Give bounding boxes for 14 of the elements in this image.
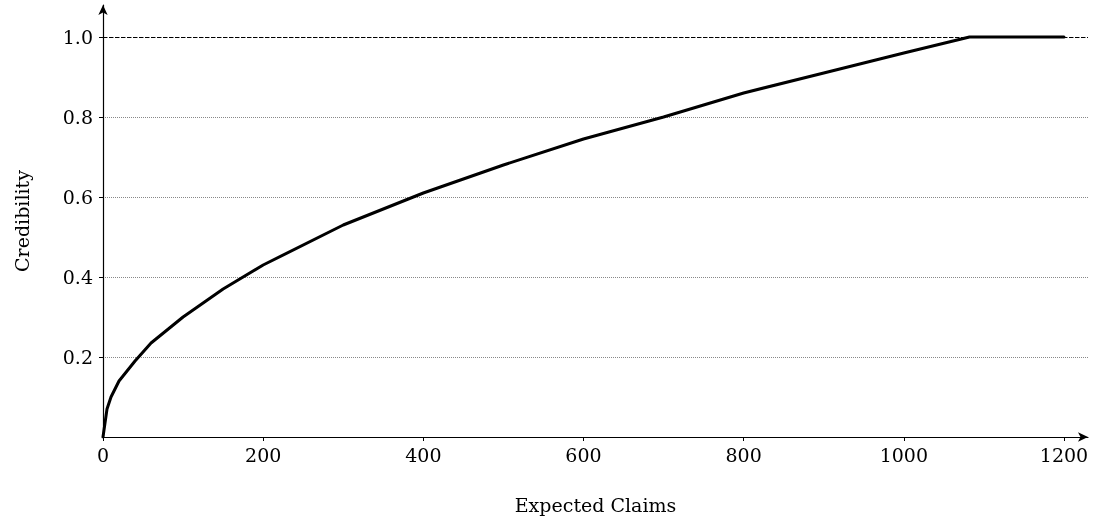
x-axis-title: Expected Claims: [514, 493, 677, 516]
y-tick-label: 0.4: [62, 266, 93, 288]
y-tick-label: 0.2: [62, 346, 93, 368]
y-axis-title: Credibility: [10, 169, 33, 272]
x-tick-label: 200: [245, 443, 282, 466]
x-tick-label: 600: [565, 443, 602, 466]
y-tick-label: 0.6: [62, 186, 93, 208]
x-tick-label: 400: [405, 443, 442, 466]
y-tick-label: 1.0: [62, 26, 93, 48]
x-tick-label: 1200: [1039, 443, 1089, 466]
x-tick-label: 0: [96, 443, 110, 466]
y-tick-label: 0.8: [62, 106, 93, 128]
x-tick-label: 1000: [879, 443, 928, 466]
x-tick-label: 800: [725, 443, 762, 466]
